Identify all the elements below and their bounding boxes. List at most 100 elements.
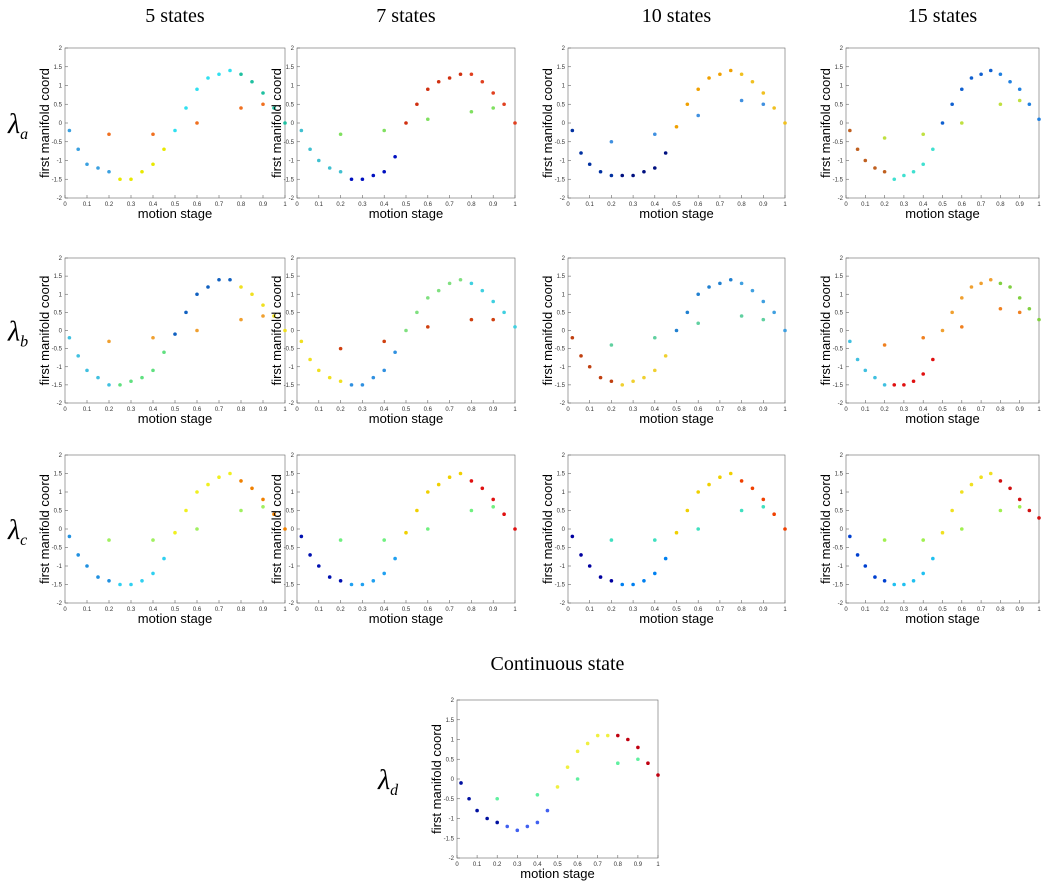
point [636, 745, 640, 750]
x-tick-label: 0.2 [880, 202, 889, 208]
point [616, 733, 620, 738]
x-tick-label: 0.5 [672, 607, 681, 613]
point [950, 508, 954, 513]
point [783, 121, 787, 125]
point [349, 582, 354, 587]
x-tick-label: 0 [844, 202, 848, 208]
point [140, 579, 144, 583]
point [863, 564, 868, 568]
point [969, 482, 974, 487]
point [338, 579, 343, 583]
y-tick-label: -1.5 [284, 383, 295, 389]
point [76, 354, 80, 358]
point [587, 564, 592, 568]
y-tick-label: 1 [291, 292, 295, 298]
point [415, 310, 419, 315]
point [404, 530, 408, 535]
x-tick-label: 0.9 [759, 607, 768, 613]
point [761, 91, 766, 95]
point [718, 281, 722, 286]
point [317, 368, 321, 373]
x-tick-label: 0.5 [402, 407, 411, 413]
y-tick-label: -2 [57, 401, 63, 407]
y-axis-label: first manifold coord [37, 474, 52, 584]
point [415, 508, 419, 513]
x-tick-label: 0.4 [651, 407, 660, 413]
x-tick-label: 0.7 [977, 407, 986, 413]
x-tick-label: 0.4 [380, 407, 389, 413]
point [338, 379, 343, 384]
point [239, 72, 243, 77]
x-tick-label: 0.5 [938, 607, 947, 613]
x-tick-label: 0.8 [467, 202, 476, 208]
point [609, 139, 614, 144]
point [998, 479, 1003, 483]
point [605, 733, 610, 738]
point [685, 508, 690, 513]
y-tick-label: -0.5 [52, 546, 63, 552]
point [261, 497, 265, 502]
point [469, 72, 474, 77]
x-tick-label: 0.3 [629, 202, 638, 208]
x-tick-label: 0.7 [594, 862, 603, 868]
y-axis-label: first manifold coord [818, 474, 833, 584]
point [67, 335, 72, 340]
x-axis-label: motion stage [905, 206, 979, 221]
x-tick-label: 0.3 [358, 407, 367, 413]
point [239, 508, 243, 513]
point [502, 310, 506, 315]
point [1037, 516, 1041, 520]
y-tick-label: 2 [840, 256, 844, 262]
point [327, 166, 332, 170]
row-label-subscript: d [390, 782, 399, 799]
y-tick-label: 1 [840, 84, 844, 90]
x-tick-label: 0.1 [83, 202, 92, 208]
y-axis-label: first manifold coord [818, 276, 833, 386]
point [382, 169, 387, 174]
y-tick-label: -0.5 [444, 797, 455, 803]
x-tick-label: 0.3 [127, 607, 136, 613]
point [151, 162, 155, 167]
point [447, 281, 452, 286]
x-tick-label: 0.2 [493, 862, 502, 868]
x-tick-label: 0.4 [533, 862, 542, 868]
y-tick-label: 0 [291, 527, 295, 533]
point [998, 306, 1003, 311]
point [371, 579, 376, 583]
y-tick-label: 0.5 [286, 102, 295, 108]
point [195, 87, 199, 92]
y-tick-label: 0 [59, 527, 63, 533]
x-tick-label: 0.4 [919, 607, 928, 613]
point [579, 553, 583, 557]
x-tick-label: 0.4 [149, 407, 158, 413]
point [502, 102, 506, 107]
x-tick-label: 0.4 [149, 607, 158, 613]
point [921, 132, 925, 137]
y-axis-label: first manifold coord [429, 724, 444, 834]
point [436, 482, 441, 487]
x-axis-label: motion stage [639, 411, 713, 426]
x-tick-label: 0.2 [336, 407, 345, 413]
y-tick-label: 1 [451, 738, 455, 744]
point [575, 777, 580, 781]
point [902, 582, 906, 587]
y-tick-label: 0 [562, 329, 566, 335]
point [646, 761, 650, 765]
point [485, 816, 489, 821]
point [631, 582, 635, 587]
point [609, 538, 614, 542]
point [685, 310, 690, 315]
x-tick-label: 0.4 [919, 407, 928, 413]
point [129, 582, 133, 587]
x-tick-label: 0.7 [977, 202, 986, 208]
point [609, 379, 614, 384]
point [469, 479, 474, 483]
point [505, 824, 510, 829]
y-tick-label: -1.5 [555, 583, 566, 589]
x-tick-label: 0 [566, 607, 570, 613]
y-tick-label: 1.5 [557, 65, 566, 71]
point [761, 505, 766, 509]
point [217, 72, 221, 77]
y-tick-label: 0.5 [557, 509, 566, 515]
subplot: 0 0.1 0.2 0.3 0.4 0.5 0.6 0.7 0.8 0.9 1 -2 -1.5 -1 -0.… [7, 256, 287, 426]
